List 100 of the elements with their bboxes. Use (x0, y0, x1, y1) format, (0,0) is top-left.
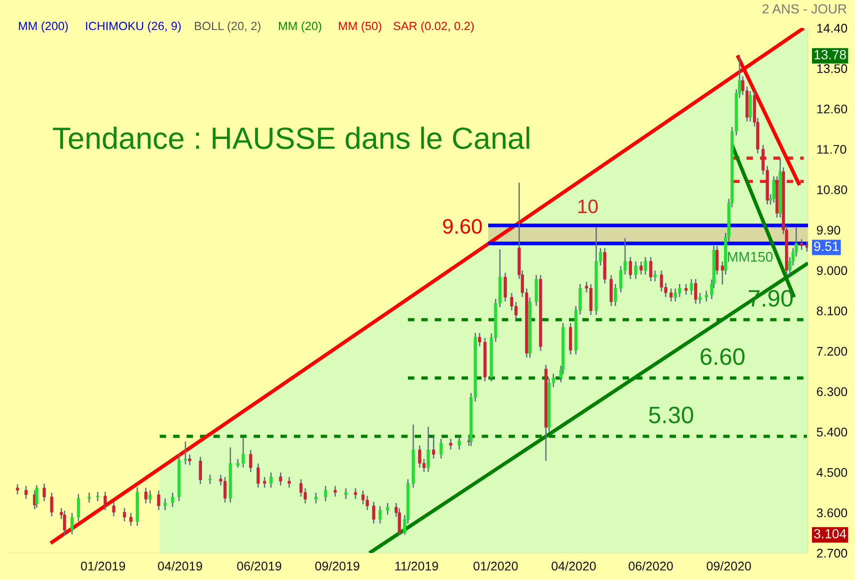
annotation: MM (50) (338, 22, 382, 32)
candlestick (104, 492, 107, 510)
candlestick (63, 510, 66, 536)
x-tick-label: 09/2020 (706, 561, 751, 571)
y-tick-label: 7.200 (816, 346, 848, 356)
candlestick (198, 456, 202, 484)
x-tick-label: 09/2019 (315, 561, 360, 571)
y-tick-label: 8.100 (816, 306, 848, 316)
y-tick-label: 9.000 (816, 266, 848, 275)
candlestick (269, 472, 273, 488)
candlestick (440, 438, 443, 458)
x-tick-label: 01/2020 (474, 561, 518, 571)
candlestick (644, 257, 647, 275)
candlestick (249, 450, 252, 472)
text: 2 ANS - JOUR (762, 4, 846, 14)
candlestick (88, 492, 91, 502)
candlestick (432, 436, 436, 458)
x-tick-label: 06/2020 (628, 561, 673, 571)
annotation: 6.60 (700, 348, 744, 365)
candlestick (649, 257, 652, 282)
candlestick (263, 476, 266, 488)
candlestick (122, 508, 126, 522)
candlestick (653, 270, 657, 282)
candlestick (171, 492, 174, 507)
annotation: 10 (578, 199, 598, 214)
annotation: SAR (0.02, 0.2) (394, 22, 474, 32)
candlestick (504, 272, 507, 302)
candlestick (324, 486, 328, 502)
candlestick (772, 176, 776, 203)
y-tick-label: 14.40 (817, 24, 848, 33)
candlestick (698, 293, 702, 304)
candlestick (96, 492, 100, 502)
y-tick-label: 5.400 (816, 428, 848, 436)
candlestick (690, 279, 693, 295)
candlestick (24, 486, 28, 499)
candlestick (449, 438, 452, 450)
y-tick-label: 10.80 (817, 185, 848, 194)
annotation: 13.78 (814, 50, 846, 60)
annotation: MM150 (728, 252, 773, 262)
annotation: BOLL (20, 2) (194, 22, 260, 32)
candlestick (76, 494, 80, 522)
candlestick (640, 262, 643, 275)
candlestick (236, 459, 240, 468)
annotation: 9.51 (814, 242, 839, 251)
candlestick (35, 485, 38, 508)
candlestick (716, 246, 719, 275)
candlestick (70, 512, 74, 534)
candlestick (344, 488, 348, 499)
y-tick-label: 12.60 (817, 104, 848, 114)
y-tick-label: 11.70 (817, 144, 846, 154)
candlestick (299, 479, 303, 497)
candlestick (334, 486, 337, 497)
candlestick (478, 332, 482, 346)
y-tick-label: 4.500 (816, 468, 848, 477)
candlestick (50, 492, 54, 516)
candlestick (256, 464, 260, 488)
candlestick (242, 436, 245, 468)
candlestick (589, 284, 592, 315)
candlestick (684, 284, 688, 295)
x-tick-label: 04/2020 (552, 561, 596, 571)
candlestick (144, 488, 148, 504)
candlestick (366, 496, 369, 510)
candlestick (223, 476, 227, 502)
text: Tendance : HAUSSE dans le Canal (52, 126, 530, 150)
candlestick (534, 275, 538, 306)
candlestick (354, 488, 358, 499)
candlestick (418, 446, 422, 468)
annotation: 9.60 (443, 218, 482, 234)
candlestick (112, 502, 116, 516)
candlestick (800, 239, 804, 250)
candlestick (628, 257, 632, 280)
annotation: MM (20) (278, 22, 322, 32)
x-tick-label: 06/2019 (237, 561, 282, 571)
candlestick (279, 472, 282, 486)
x-tick-label: 04/2019 (158, 561, 202, 571)
y-tick-label: 2.700 (816, 548, 848, 558)
candlestick (386, 503, 390, 515)
y-tick-label: 13.50 (817, 64, 848, 74)
annotation: 3.104 (814, 529, 846, 538)
x-tick-label: 11/2019 (395, 561, 438, 571)
candlestick (129, 512, 132, 526)
y-tick-label: 3.600 (816, 508, 848, 518)
candlestick (720, 262, 724, 284)
x-tick-label: 01/2019 (80, 561, 126, 571)
candlestick (148, 490, 152, 504)
candlestick (614, 284, 617, 306)
candlestick (188, 454, 192, 466)
candlestick (372, 502, 376, 524)
candlestick (704, 290, 708, 302)
annotation: ICHIMOKU (26, 9) (86, 22, 181, 32)
candlestick (748, 91, 752, 122)
y-tick-label: 6.300 (816, 387, 848, 396)
candlestick (288, 476, 291, 488)
candlestick (610, 275, 613, 306)
candlestick (157, 490, 160, 510)
annotation: 5.30 (649, 406, 694, 424)
candlestick (361, 490, 365, 504)
candlestick (42, 484, 46, 502)
annotation: MM (200) (18, 22, 68, 32)
candlestick (426, 426, 430, 472)
